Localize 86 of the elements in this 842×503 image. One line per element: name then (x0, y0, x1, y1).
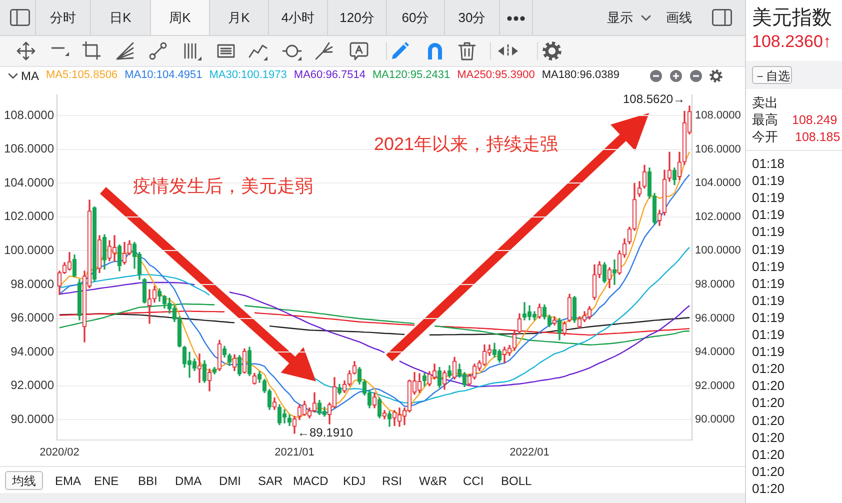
text: 01:20 (752, 412, 785, 428)
x-tick-label: 2021/01 (274, 446, 314, 459)
y-tick-label: 92.0000 (10, 378, 54, 392)
text: 卖出 (752, 95, 778, 110)
text: ENE (94, 474, 119, 488)
text: 最高 (752, 112, 778, 127)
text: 01:20 (752, 430, 785, 445)
text: MACD (293, 474, 328, 488)
text: 01:19 (752, 190, 785, 206)
y-tick-label: 106.0000 (4, 142, 54, 156)
text: 108.185 (795, 130, 840, 144)
y2-tick-label: 96.0000 (695, 312, 735, 324)
text: 4小时 (280, 9, 316, 27)
x-tick-label: 2022/01 (510, 446, 550, 459)
annotation: 108.5620→ (623, 92, 686, 106)
text: MA120:95.2431 (372, 69, 450, 82)
text: DMI (219, 474, 241, 488)
text: MA (21, 69, 39, 83)
text: 01:19 (752, 276, 785, 291)
y-tick-label: 104.0000 (4, 175, 54, 190)
text: 01:19 (752, 173, 785, 188)
text: MA250:95.3900 (457, 69, 535, 82)
text: RSI (382, 474, 402, 488)
y2-tick-label: 90.0000 (695, 414, 735, 426)
text: 01:19 (752, 327, 785, 342)
text: W&R (419, 474, 447, 488)
text: 30分 (457, 9, 487, 27)
text: 01:20 (752, 378, 785, 394)
y2-tick-label: 104.0000 (695, 177, 741, 190)
y2-tick-label: 92.0000 (695, 380, 735, 392)
text: 01:20 (752, 464, 785, 479)
text: 01:20 (752, 395, 785, 410)
text: MA10:104.4951 (124, 69, 202, 82)
text: 01:19 (752, 258, 785, 274)
text: 显示 (607, 10, 633, 25)
text: MA30:100.1973 (209, 69, 287, 82)
annotation: 疫情发生后，美元走弱 (133, 176, 313, 196)
text: MA5:105.8506 (46, 69, 118, 82)
text: 01:19 (752, 207, 785, 222)
text: BOLL (501, 474, 532, 488)
text: 01:19 (752, 224, 785, 240)
text: SAR (258, 474, 283, 488)
y-tick-label: 102.0000 (4, 209, 54, 224)
x-tick-label: 2020/02 (40, 446, 80, 459)
text: －自选 (752, 66, 792, 84)
text: 01:18 (752, 156, 785, 171)
text: 01:19 (752, 292, 785, 308)
text: 月K (227, 9, 251, 27)
y-tick-label: 94.0000 (10, 344, 54, 358)
text: 60分 (400, 9, 430, 27)
text: BBI (138, 474, 158, 488)
annotation: 2021年以来，持续走强 (374, 134, 558, 154)
text: 日K (108, 9, 132, 27)
y2-tick-label: 98.0000 (695, 278, 735, 291)
text: 均线 (5, 471, 43, 490)
annotation: ←89.1910 (298, 426, 354, 440)
y-tick-label: 96.0000 (10, 310, 54, 325)
text: 108.2360↑ (752, 32, 832, 51)
y2-tick-label: 94.0000 (695, 346, 735, 358)
text: CCI (463, 474, 484, 488)
y2-tick-label: 108.0000 (695, 110, 741, 122)
text: MA60:96.7514 (294, 69, 366, 82)
text: 周K (151, 0, 209, 35)
y2-tick-label: 100.0000 (695, 244, 741, 257)
text: 美元指数 (752, 7, 832, 29)
y-tick-label: 90.0000 (10, 412, 54, 426)
y2-tick-label: 106.0000 (695, 143, 741, 156)
text: 120分 (338, 9, 376, 27)
text: MA180:96.0389 (542, 69, 620, 82)
y-tick-label: 108.0000 (4, 108, 54, 122)
text: EMA (55, 474, 82, 488)
text: 画线 (666, 10, 692, 25)
text: 01:19 (752, 310, 785, 325)
y-tick-label: 98.0000 (10, 276, 54, 291)
y2-tick-label: 102.0000 (695, 210, 741, 223)
text: 01:20 (752, 480, 785, 496)
y-tick-label: 100.0000 (4, 243, 54, 258)
text: 108.249 (792, 113, 838, 128)
text: 01:20 (752, 446, 785, 462)
text: 01:19 (752, 344, 785, 360)
text: DMA (175, 474, 202, 488)
text: 01:19 (752, 242, 785, 256)
text: KDJ (343, 474, 366, 488)
text: 今开 (752, 129, 778, 144)
text: 分时 (49, 9, 77, 27)
text: 01:20 (752, 361, 785, 376)
